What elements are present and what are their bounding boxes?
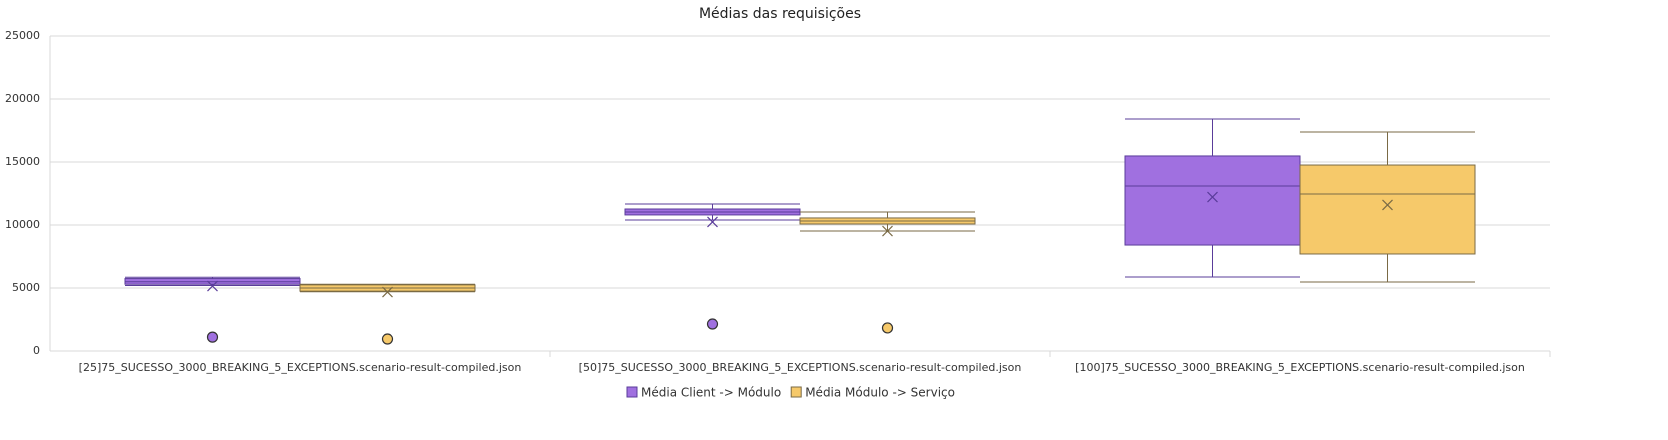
y-tick-label: 5000	[12, 281, 40, 294]
legend-label: Média Módulo -> Serviço	[805, 386, 955, 400]
box	[1124, 118, 1301, 278]
mean-marker	[882, 225, 893, 237]
box	[124, 276, 301, 343]
chart-title: Médias das requisições	[699, 6, 861, 22]
legend-label: Média Client -> Módulo	[641, 386, 781, 400]
x-tick-label: [25]75_SUCESSO_3000_BREAKING_5_EXCEPTION…	[79, 361, 522, 374]
mean-marker	[707, 216, 718, 228]
outlier	[706, 318, 719, 330]
outlier	[381, 333, 394, 345]
box	[1299, 131, 1476, 283]
box-body	[1124, 155, 1301, 246]
x-tick-label: [50]75_SUCESSO_3000_BREAKING_5_EXCEPTION…	[579, 361, 1022, 374]
outlier	[206, 331, 219, 343]
mean-marker	[1382, 199, 1393, 211]
mean-marker	[382, 286, 393, 298]
y-tick-label: 10000	[5, 218, 40, 231]
mean-marker	[1207, 191, 1218, 203]
outlier	[881, 322, 894, 334]
y-tick-label: 25000	[5, 29, 40, 42]
y-tick-label: 15000	[5, 155, 40, 168]
y-tick-label: 20000	[5, 92, 40, 105]
legend-swatch	[626, 386, 638, 398]
legend-swatch	[790, 386, 802, 398]
y-tick-label: 0	[33, 344, 40, 357]
box	[799, 211, 976, 334]
mean-marker	[207, 280, 218, 292]
box	[299, 283, 476, 345]
box	[624, 203, 801, 330]
x-tick-label: [100]75_SUCESSO_3000_BREAKING_5_EXCEPTIO…	[1075, 361, 1525, 374]
box-body	[1299, 164, 1476, 255]
